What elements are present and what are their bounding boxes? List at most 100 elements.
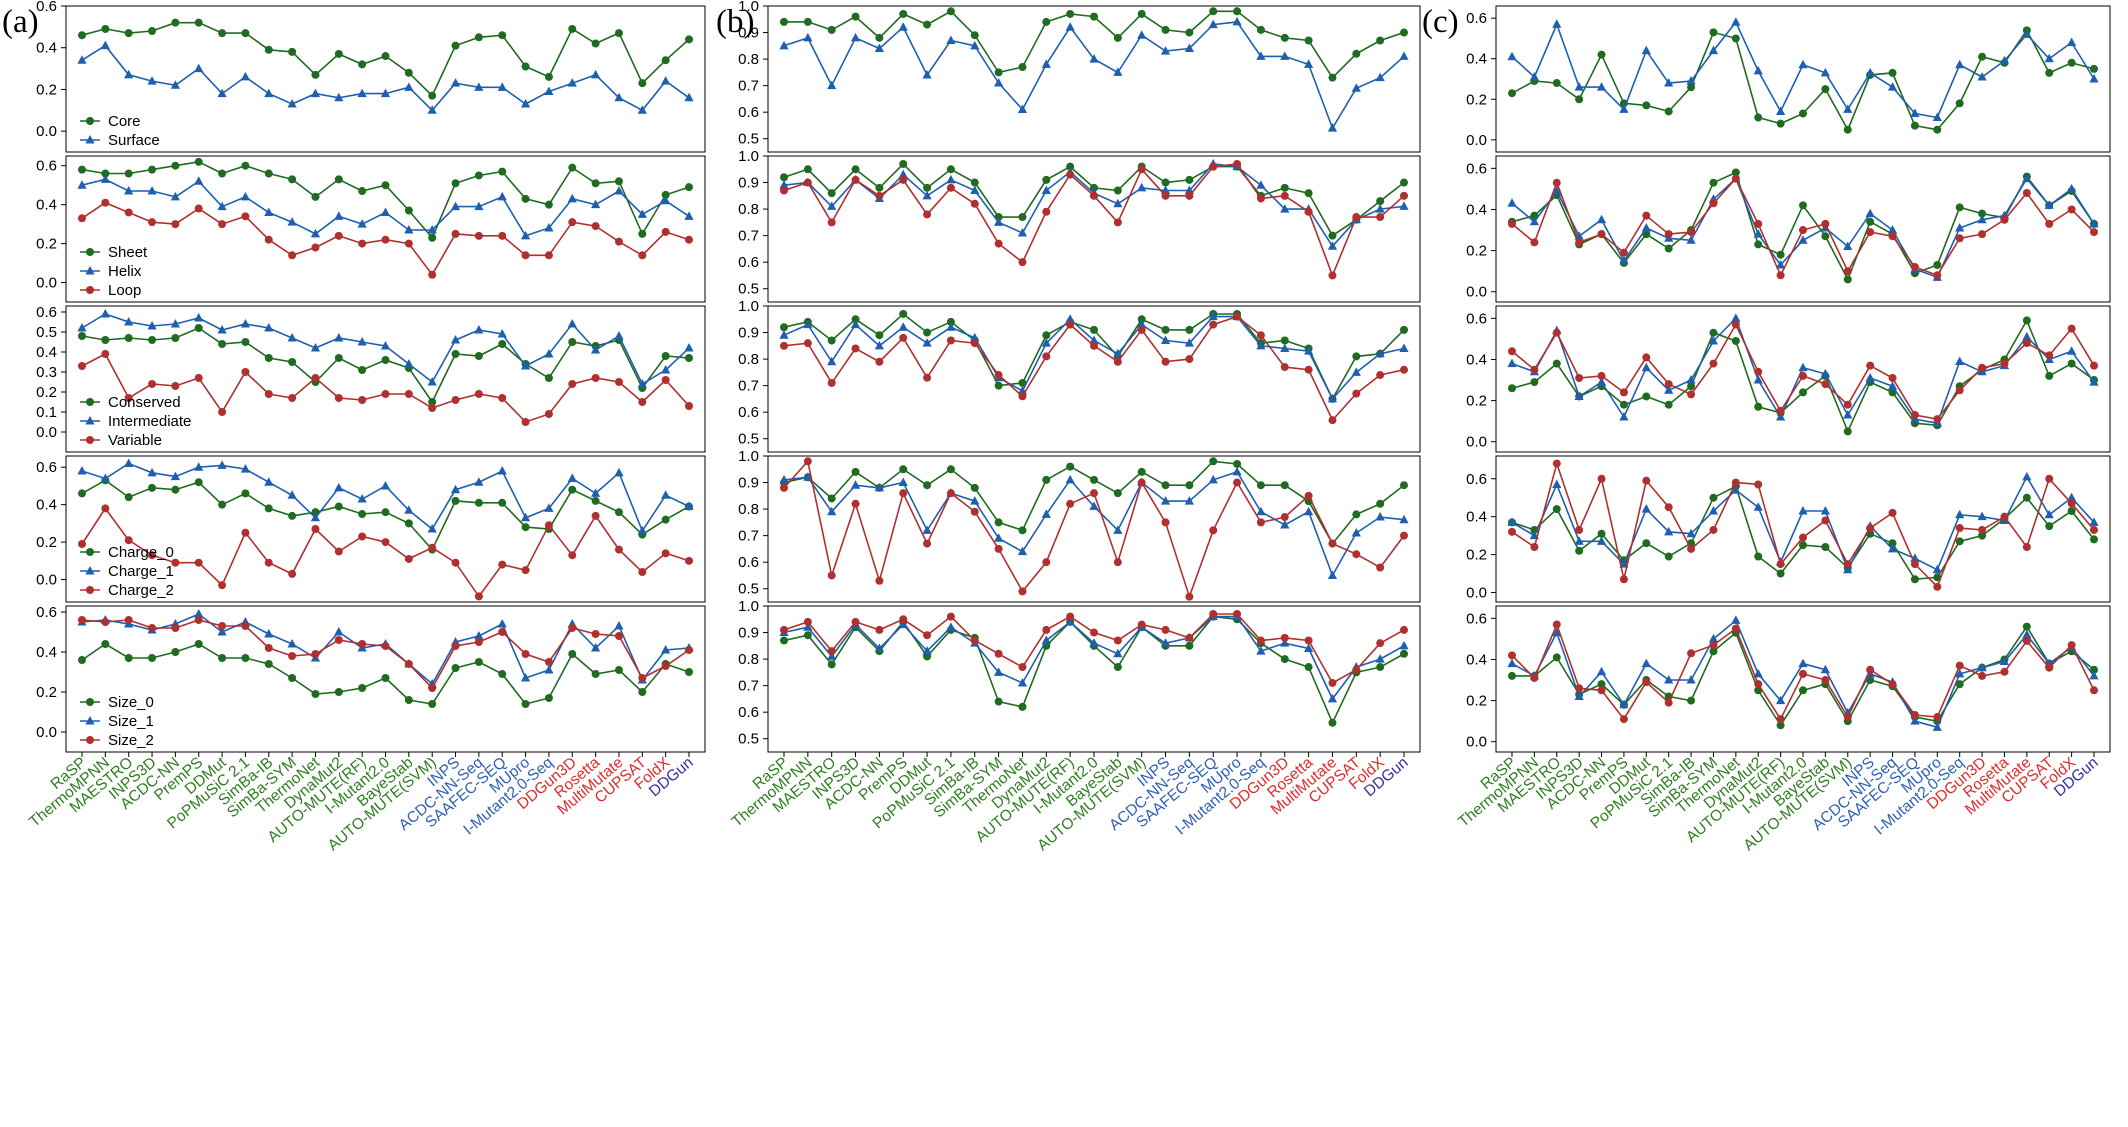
data-point [1664, 244, 1673, 253]
legend-label: Loop [108, 282, 141, 299]
data-point [923, 631, 932, 640]
data-point [1280, 204, 1290, 213]
data-point [287, 639, 297, 648]
data-point [803, 17, 812, 26]
data-point [1575, 95, 1584, 104]
data-point [994, 381, 1003, 390]
data-point [899, 159, 908, 168]
data-point [1042, 175, 1051, 184]
data-point [1233, 478, 1242, 487]
data-point [2045, 68, 2054, 77]
data-point [100, 309, 110, 318]
data-point [567, 319, 577, 328]
data-point [661, 365, 671, 374]
data-point [1208, 19, 1218, 29]
data-point [946, 489, 955, 498]
data-point [874, 482, 884, 492]
data-point [240, 319, 251, 328]
data-point [946, 35, 956, 45]
data-point [1776, 560, 1785, 569]
data-point [311, 374, 320, 382]
data-point [1552, 627, 1562, 637]
data-point [1041, 509, 1051, 518]
legend-marker [85, 566, 95, 575]
data-point [474, 498, 483, 507]
data-point [521, 566, 530, 575]
data-point [264, 558, 273, 567]
data-point [171, 558, 180, 567]
data-point [803, 622, 813, 631]
data-point [1977, 71, 1987, 81]
data-point [591, 345, 601, 354]
data-point [780, 323, 788, 332]
data-point [1753, 668, 1763, 678]
data-point [994, 544, 1003, 553]
data-point [474, 82, 484, 91]
data-point [1508, 671, 1516, 680]
data-point [1304, 491, 1313, 500]
data-point [100, 40, 110, 50]
data-point [1776, 119, 1785, 128]
data-point [124, 317, 134, 326]
data-point [264, 477, 274, 486]
data-point [1888, 232, 1897, 241]
data-point [218, 220, 227, 229]
data-point [1933, 271, 1942, 280]
data-point [1820, 664, 1830, 674]
data-point [218, 408, 227, 416]
data-point [334, 231, 343, 240]
data-point [1352, 213, 1361, 222]
data-point [684, 211, 694, 220]
data-point [1375, 72, 1385, 82]
data-point [851, 165, 860, 174]
data-point [288, 358, 297, 366]
data-point [1709, 647, 1718, 656]
data-point [803, 165, 812, 174]
chart-b-row3: 0.5 0.6 0.7 0.8 0.9 1.0 [738, 298, 1421, 453]
data-point [1754, 367, 1763, 376]
y-tick-label: 0.2 [1466, 693, 1487, 710]
data-point [2044, 509, 2054, 519]
data-point [1709, 199, 1718, 208]
data-point [1376, 213, 1385, 222]
data-point [241, 338, 250, 346]
data-point [241, 29, 250, 38]
data-point [1041, 635, 1051, 645]
data-point [1017, 677, 1028, 687]
data-point [851, 499, 860, 508]
data-point [264, 323, 274, 332]
data-point [923, 20, 932, 29]
data-point [1018, 663, 1027, 672]
data-point [1709, 178, 1718, 187]
plot-frame [1495, 305, 2111, 453]
y-tick-label: 0.7 [738, 528, 759, 545]
data-point [637, 525, 647, 535]
data-point [1686, 375, 1696, 384]
data-point [451, 229, 460, 238]
y-tick-label: 0.2 [36, 236, 57, 253]
legend-marker [86, 548, 94, 556]
data-point [194, 204, 203, 213]
legend-label: Charge_0 [108, 544, 174, 561]
data-point [450, 335, 461, 344]
data-point [1507, 51, 1517, 61]
data-point [474, 325, 484, 334]
chart-a-row4: 0.0 0.2 0.4 0.6 Charge_0 Charge_1 Charge_2 [36, 455, 706, 603]
data-point [1955, 668, 1965, 678]
data-point [427, 377, 437, 386]
data-point [1137, 467, 1146, 476]
data-point [451, 41, 460, 50]
series-line [1511, 322, 2095, 420]
data-point [124, 69, 134, 79]
data-point [1041, 185, 1051, 195]
data-point [428, 270, 437, 279]
y-tick-label: 0.6 [36, 604, 57, 621]
chart-a-row2: 0.0 0.2 0.4 0.6 Sheet Helix Loop [36, 155, 706, 303]
data-point [264, 660, 273, 668]
data-point [194, 478, 203, 487]
data-point [1089, 54, 1099, 63]
data-point [1597, 686, 1606, 695]
data-point [1232, 16, 1242, 26]
data-point [381, 508, 390, 517]
data-point [1113, 558, 1122, 567]
